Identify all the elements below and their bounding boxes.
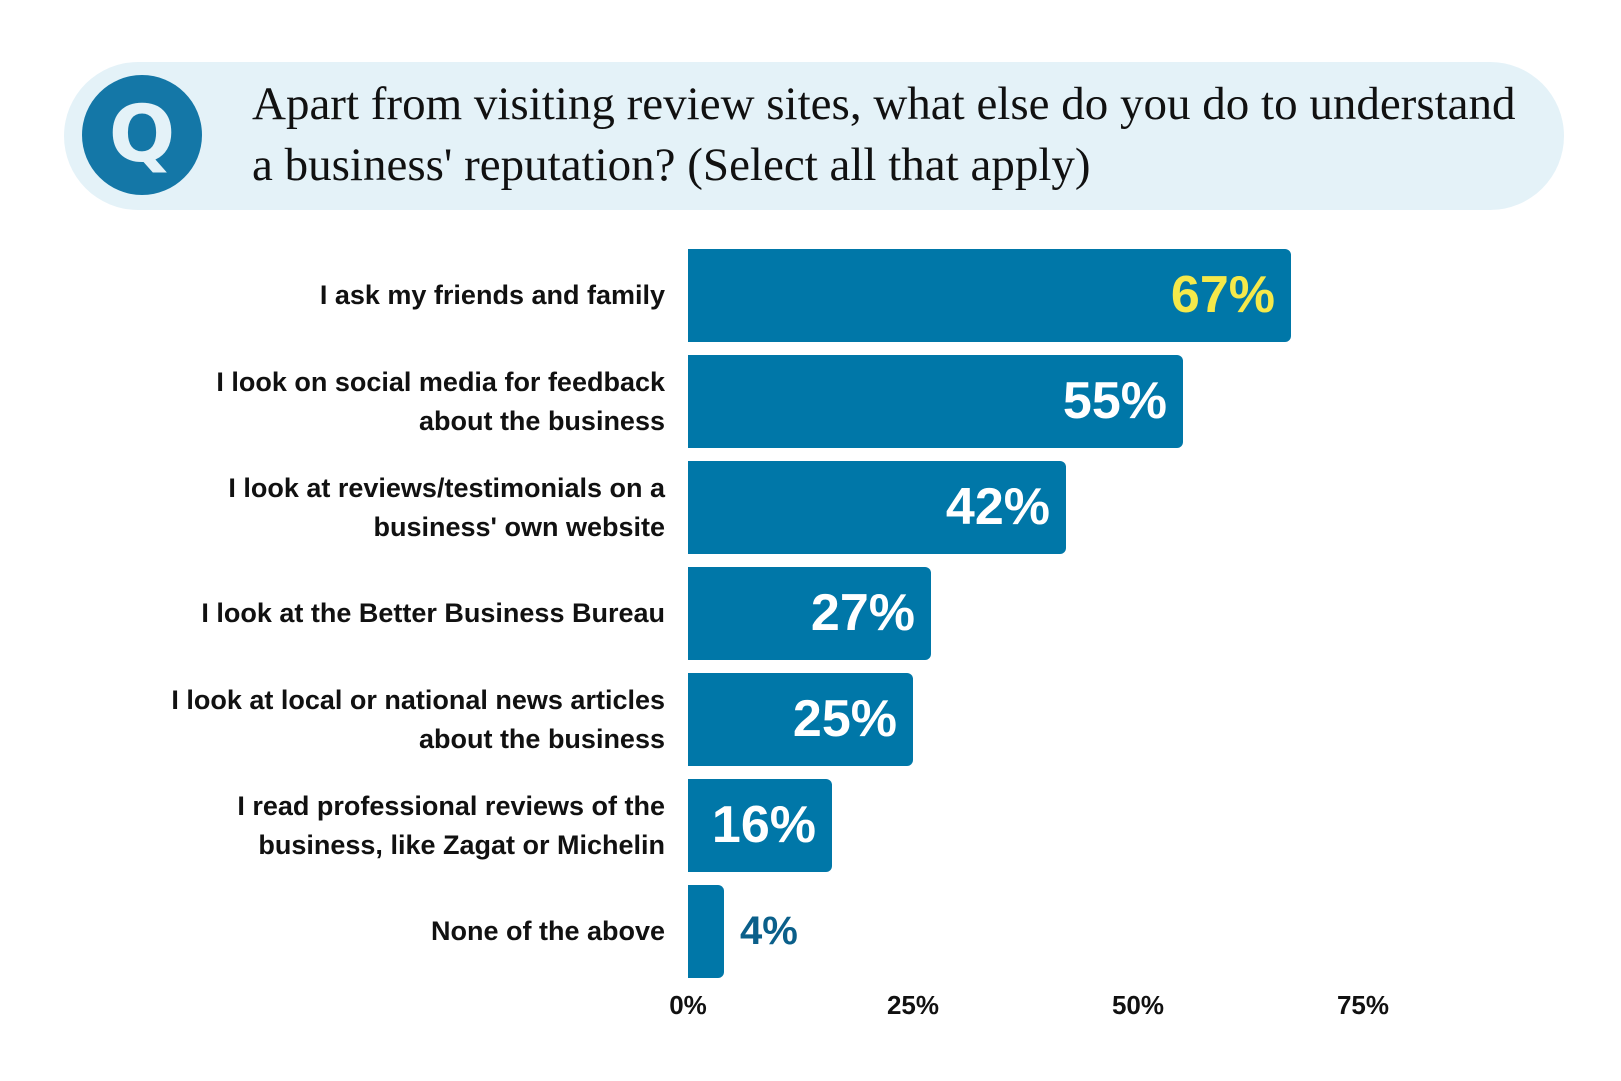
bar [688,461,1066,554]
question-icon: Q [82,75,202,195]
bar [688,355,1183,448]
x-tick-label: 50% [1111,990,1165,1020]
bar [688,779,832,872]
category-label: I ask my friends and family [145,249,665,342]
value-label: 67% [1170,266,1275,324]
category-label-text: I look at the Better Business Bureau [201,598,665,628]
category-label: I look on social media for feedback abou… [145,355,665,448]
question-title: Apart from visiting review sites, what e… [252,78,1516,191]
category-label-text: I read professional reviews of the busin… [237,790,665,860]
value-label: 25% [792,690,897,748]
x-tick-label: 75% [1336,990,1390,1020]
value-label: 55% [1062,372,1167,430]
question-banner [64,62,1564,210]
category-label-text: I ask my friends and family [319,280,665,310]
category-label-text: I look at reviews/testimonials on a busi… [228,472,665,542]
category-label-text: None of the above [430,916,665,946]
value-label: 16% [711,796,816,854]
category-label: I look at local or national news article… [145,673,665,766]
category-label: I look at the Better Business Bureau [145,567,665,660]
category-label: I read professional reviews of the busin… [145,779,665,872]
category-label: None of the above [145,885,665,978]
x-tick-label: 0% [669,990,707,1020]
bar [688,567,931,660]
value-label: 42% [945,478,1050,536]
category-label: I look at reviews/testimonials on a busi… [145,461,665,554]
x-tick-label: 25% [886,990,940,1020]
category-label-text: I look on social media for feedback abou… [216,366,665,436]
bar [688,885,724,978]
value-label: 27% [810,584,915,642]
bar [688,673,913,766]
category-label-text: I look at local or national news article… [171,684,665,754]
value-label: 4% [740,909,798,953]
bar [688,249,1291,342]
